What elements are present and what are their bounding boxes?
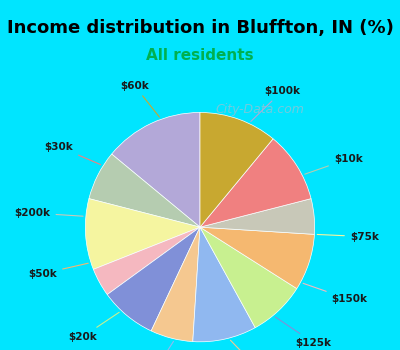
Text: $40k: $40k <box>138 341 174 350</box>
Text: $100k: $100k <box>251 86 300 121</box>
Text: $50k: $50k <box>28 263 88 279</box>
Wedge shape <box>93 227 200 295</box>
Text: Income distribution in Bluffton, IN (%): Income distribution in Bluffton, IN (%) <box>6 19 394 37</box>
Text: $125k: $125k <box>275 317 332 348</box>
Wedge shape <box>112 112 200 227</box>
Wedge shape <box>200 227 297 328</box>
Text: $150k: $150k <box>303 283 368 304</box>
Wedge shape <box>151 227 200 342</box>
Wedge shape <box>200 227 314 289</box>
Wedge shape <box>85 199 200 270</box>
Text: City-Data.com: City-Data.com <box>216 103 304 116</box>
Text: $20k: $20k <box>68 312 119 342</box>
Wedge shape <box>200 199 315 234</box>
Text: All residents: All residents <box>146 49 254 63</box>
Text: $200k: $200k <box>14 208 83 218</box>
Text: $30k: $30k <box>44 142 101 164</box>
Wedge shape <box>200 139 311 227</box>
Text: $75k: $75k <box>317 232 379 242</box>
Wedge shape <box>200 112 273 227</box>
Wedge shape <box>193 227 255 342</box>
Text: $60k: $60k <box>120 81 160 117</box>
Wedge shape <box>107 227 200 331</box>
Text: > $200k: > $200k <box>230 340 286 350</box>
Wedge shape <box>89 154 200 227</box>
Text: $10k: $10k <box>305 154 362 174</box>
